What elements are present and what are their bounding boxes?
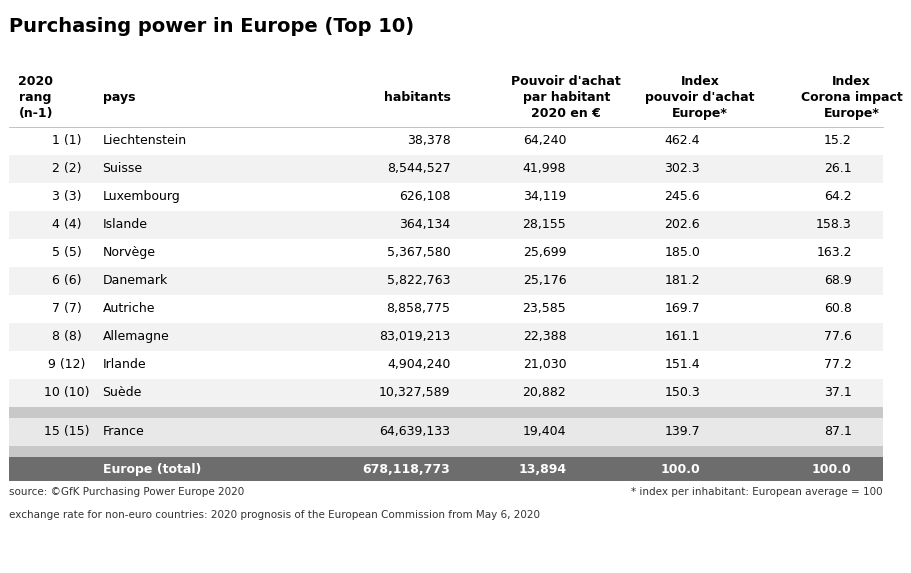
Text: 4,904,240: 4,904,240	[387, 358, 450, 371]
Text: 8 (8): 8 (8)	[52, 330, 82, 343]
Text: 161.1: 161.1	[665, 330, 701, 343]
Text: Suède: Suède	[103, 386, 142, 399]
Text: 77.2: 77.2	[824, 358, 852, 371]
Text: 5 (5): 5 (5)	[52, 246, 82, 259]
Bar	[9, 323, 883, 351]
Text: 2020
rang
(n-1): 2020 rang (n-1)	[18, 75, 53, 120]
Bar	[9, 295, 883, 323]
Text: 5,822,763: 5,822,763	[387, 274, 450, 287]
Text: Index
Corona impact
Europe*: Index Corona impact Europe*	[801, 75, 903, 120]
Bar	[9, 457, 883, 481]
Text: 83,019,213: 83,019,213	[379, 330, 450, 343]
Text: 41,998: 41,998	[523, 162, 567, 175]
Text: 100.0: 100.0	[812, 462, 852, 476]
Text: 202.6: 202.6	[664, 218, 701, 231]
Text: 37.1: 37.1	[824, 386, 852, 399]
Text: Europe (total): Europe (total)	[103, 462, 201, 476]
Text: 4 (4): 4 (4)	[52, 218, 82, 231]
Bar	[9, 446, 883, 457]
Text: exchange rate for non-euro countries: 2020 prognosis of the European Commission : exchange rate for non-euro countries: 20…	[9, 510, 540, 520]
Text: 10 (10): 10 (10)	[44, 386, 89, 399]
Bar	[9, 238, 883, 266]
Text: 64.2: 64.2	[824, 190, 852, 203]
Text: Luxembourg: Luxembourg	[103, 190, 180, 203]
Bar	[9, 418, 883, 446]
Text: 163.2: 163.2	[816, 246, 852, 259]
Bar	[9, 127, 883, 155]
Text: France: France	[103, 425, 144, 438]
Text: 13,894: 13,894	[518, 462, 567, 476]
Bar	[9, 351, 883, 379]
Text: Danemark: Danemark	[103, 274, 168, 287]
Text: 22,388: 22,388	[523, 330, 567, 343]
Text: 8,544,527: 8,544,527	[387, 162, 450, 175]
Bar	[9, 407, 883, 418]
Text: 151.4: 151.4	[664, 358, 701, 371]
Text: 21,030: 21,030	[523, 358, 567, 371]
Text: 302.3: 302.3	[664, 162, 701, 175]
Text: 64,240: 64,240	[523, 134, 567, 147]
Text: 19,404: 19,404	[523, 425, 567, 438]
Text: Liechtenstein: Liechtenstein	[103, 134, 187, 147]
Text: 462.4: 462.4	[665, 134, 701, 147]
Text: 20,882: 20,882	[523, 386, 567, 399]
Text: 2 (2): 2 (2)	[52, 162, 82, 175]
Text: 1 (1): 1 (1)	[52, 134, 82, 147]
Text: 25,699: 25,699	[523, 246, 567, 259]
Text: 68.9: 68.9	[824, 274, 852, 287]
Text: Suisse: Suisse	[103, 162, 143, 175]
Text: 169.7: 169.7	[664, 302, 701, 315]
Text: Irlande: Irlande	[103, 358, 146, 371]
Text: 38,378: 38,378	[406, 134, 450, 147]
Text: 185.0: 185.0	[664, 246, 701, 259]
Text: 150.3: 150.3	[664, 386, 701, 399]
Text: 7 (7): 7 (7)	[52, 302, 82, 315]
Text: 60.8: 60.8	[824, 302, 852, 315]
Text: 181.2: 181.2	[664, 274, 701, 287]
Text: * index per inhabitant: European average = 100: * index per inhabitant: European average…	[631, 487, 883, 497]
Text: 15 (15): 15 (15)	[44, 425, 89, 438]
Text: pays: pays	[103, 91, 135, 104]
Bar	[9, 183, 883, 211]
Text: 364,134: 364,134	[399, 218, 450, 231]
Text: Autriche: Autriche	[103, 302, 155, 315]
Text: habitants: habitants	[384, 91, 450, 104]
Bar	[9, 69, 883, 127]
Text: 100.0: 100.0	[660, 462, 701, 476]
Text: 6 (6): 6 (6)	[52, 274, 82, 287]
Text: Allemagne: Allemagne	[103, 330, 169, 343]
Text: 87.1: 87.1	[824, 425, 852, 438]
Bar	[9, 266, 883, 295]
Text: Index
pouvoir d'achat
Europe*: Index pouvoir d'achat Europe*	[645, 75, 755, 120]
Text: 9 (12): 9 (12)	[48, 358, 86, 371]
Bar	[9, 155, 883, 183]
Text: 15.2: 15.2	[824, 134, 852, 147]
Text: Purchasing power in Europe (Top 10): Purchasing power in Europe (Top 10)	[9, 17, 414, 36]
Text: 34,119: 34,119	[523, 190, 567, 203]
Text: 3 (3): 3 (3)	[52, 190, 82, 203]
Text: 77.6: 77.6	[824, 330, 852, 343]
Text: 28,155: 28,155	[523, 218, 567, 231]
Bar	[9, 379, 883, 407]
Text: 626,108: 626,108	[399, 190, 450, 203]
Text: Islande: Islande	[103, 218, 148, 231]
Text: 26.1: 26.1	[824, 162, 852, 175]
Text: 23,585: 23,585	[523, 302, 567, 315]
Text: 8,858,775: 8,858,775	[386, 302, 450, 315]
Text: 158.3: 158.3	[816, 218, 852, 231]
Text: 245.6: 245.6	[664, 190, 701, 203]
Text: 25,176: 25,176	[523, 274, 567, 287]
Text: 139.7: 139.7	[664, 425, 701, 438]
Text: 678,118,773: 678,118,773	[363, 462, 450, 476]
Text: Norvège: Norvège	[103, 246, 156, 259]
Bar	[9, 211, 883, 238]
Text: Pouvoir d'achat
par habitant
2020 en €: Pouvoir d'achat par habitant 2020 en €	[511, 75, 621, 120]
Text: 64,639,133: 64,639,133	[379, 425, 450, 438]
Text: 5,367,580: 5,367,580	[386, 246, 450, 259]
Text: 10,327,589: 10,327,589	[379, 386, 450, 399]
Text: source: ©GfK Purchasing Power Europe 2020: source: ©GfK Purchasing Power Europe 202…	[9, 487, 244, 497]
